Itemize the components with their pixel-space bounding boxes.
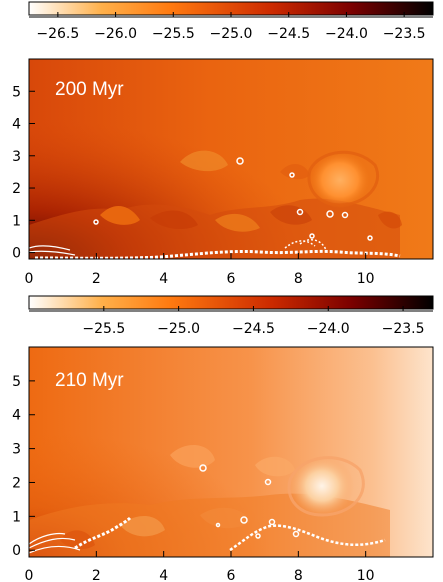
panel-label-200myr: 200 Myr	[55, 79, 124, 100]
y-tick-label: 2	[12, 475, 21, 491]
x-tick-label: 10	[357, 271, 375, 287]
x-tick-label: 4	[159, 271, 168, 287]
panel-label-210myr: 210 Myr	[55, 370, 124, 391]
y-tick-label: 0	[12, 543, 21, 559]
colorbar-tick-label: −23.5	[383, 26, 426, 42]
colorbar-1: −26.5 −26.0 −25.5 −25.0 −24.5 −24.0 −23.5	[28, 1, 434, 42]
x-tick-label: 6	[227, 271, 236, 287]
colorbar-tick-label: −25.5	[152, 26, 195, 42]
x-tick-label: 4	[159, 568, 168, 582]
colorbar-tick-label: −25.5	[82, 321, 125, 337]
colorbar-tick-label: −26.5	[36, 26, 79, 42]
colorbar-2: −25.5 −25.0 −24.5 −24.0 −23.5	[28, 295, 434, 337]
y-tick-label: 1	[12, 213, 21, 229]
colorbar-tick-label: −25.0	[157, 321, 200, 337]
colorbar-tick-label: −24.5	[267, 26, 310, 42]
heatmap-panel-210myr: 210 Myr 0 2 4 6 8 10 0 1 2 3 4 5	[12, 346, 434, 582]
y-tick-label: 3	[12, 442, 21, 458]
colorbar-tick-label: −24.0	[307, 321, 350, 337]
x-tick-label: 2	[92, 271, 101, 287]
colorbar-tick-label: −24.0	[325, 26, 368, 42]
x-tick-label: 10	[357, 568, 375, 582]
x-tick-label: 0	[25, 568, 34, 582]
y-tick-label: 5	[12, 84, 21, 100]
colorbar-tick-label: −25.0	[210, 26, 253, 42]
x-tick-label: 0	[25, 271, 34, 287]
y-tick-label: 3	[12, 149, 21, 165]
y-tick-label: 0	[12, 246, 21, 262]
heatmap-panel-200myr: 200 Myr 0 2 4 6 8 10 0 1 2 3 4 5	[12, 58, 434, 287]
y-tick-label: 2	[12, 181, 21, 197]
y-tick-label: 4	[12, 408, 21, 424]
x-tick-label: 6	[227, 568, 236, 582]
y-tick-label: 1	[12, 509, 21, 525]
colorbar-tick-label: −26.0	[94, 26, 137, 42]
colorbar-tick-label: −23.5	[382, 321, 425, 337]
y-tick-label: 4	[12, 117, 21, 133]
x-tick-label: 2	[92, 568, 101, 582]
x-tick-label: 8	[294, 568, 303, 582]
colorbar-tick-label: −24.5	[232, 321, 275, 337]
x-tick-label: 8	[294, 271, 303, 287]
y-tick-label: 5	[12, 374, 21, 390]
